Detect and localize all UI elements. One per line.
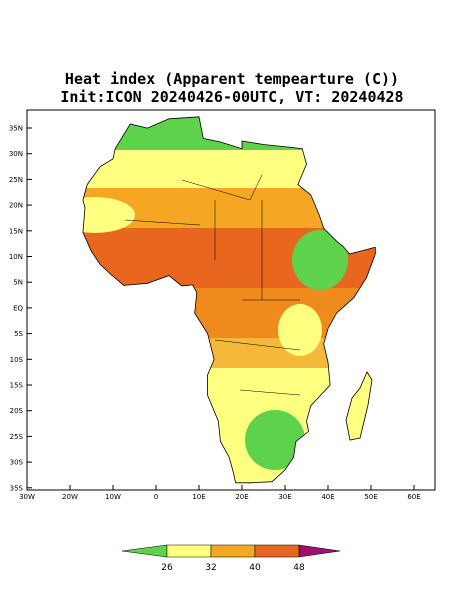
lat-label: 20N	[9, 202, 23, 210]
lon-label: 10W	[105, 493, 121, 501]
lat-label: 10S	[10, 356, 24, 364]
lat-label: 35N	[9, 125, 23, 133]
colorbar-label: 40	[249, 563, 261, 573]
madagascar	[345, 371, 373, 441]
lat-label: 15N	[9, 227, 23, 235]
colorbar-label: 26	[161, 563, 173, 573]
lat-label: EQ	[13, 304, 23, 312]
lon-label: 20W	[62, 493, 78, 501]
lat-label: 5N	[13, 279, 23, 287]
subtitle: Init:ICON 20240426-00UTC, VT: 20240428	[60, 88, 403, 106]
lat-label: 25N	[9, 176, 23, 184]
lat-label: 35S	[10, 484, 24, 492]
lon-label: 30W	[19, 493, 35, 501]
colorbar-label: 32	[205, 563, 216, 573]
colorbar-label: 48	[293, 563, 305, 573]
lat-label: 20S	[10, 407, 24, 415]
lat-label: 25S	[10, 433, 24, 441]
lon-label: 10E	[192, 493, 205, 501]
lat-label: 30N	[9, 150, 23, 158]
lon-label: 40E	[321, 493, 334, 501]
colorbar-ticks: 26 32 40 48	[161, 563, 305, 573]
axis-labels: 30W 20W 10W 0 10E 20E 30E 40E 50E 60E 35N 30N 25N 20N…	[9, 125, 421, 502]
lat-label: 15S	[10, 382, 24, 390]
title: Heat index (Apparent tempearture (C))	[65, 70, 399, 88]
lon-label: 60E	[407, 493, 420, 501]
lon-label: 30E	[278, 493, 291, 501]
coastline	[82, 116, 376, 484]
colorbar	[121, 544, 341, 558]
lon-label: 50E	[364, 493, 377, 501]
borders	[124, 174, 301, 396]
lat-label: 5S	[14, 330, 23, 338]
lon-label: 0	[154, 493, 158, 501]
lat-label: 10N	[9, 253, 23, 261]
lon-label: 20E	[235, 493, 248, 501]
lat-label: 30S	[10, 459, 24, 467]
